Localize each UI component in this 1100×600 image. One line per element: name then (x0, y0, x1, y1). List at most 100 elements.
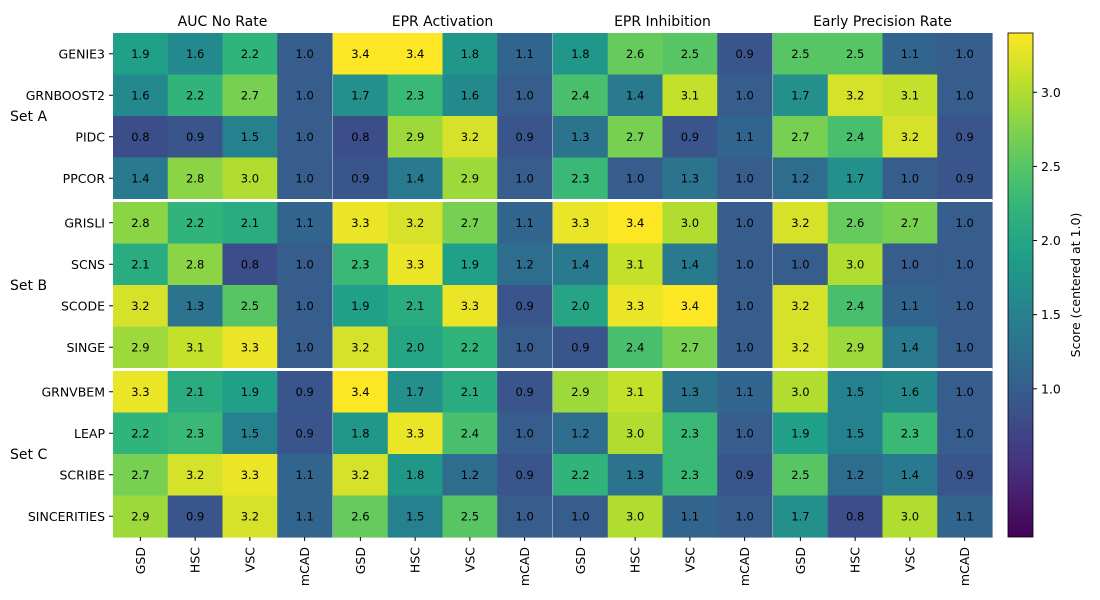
cell-value-label: 1.0 (735, 257, 753, 271)
cell-value-label: 1.2 (461, 468, 479, 482)
cell-value-label: 0.9 (681, 130, 699, 144)
heatmap-cell (882, 33, 938, 76)
heatmap-cell (442, 74, 498, 117)
heatmap-cell (827, 74, 884, 117)
heatmap-cell (167, 202, 224, 245)
heatmap-cell (553, 454, 609, 497)
column-label: mCAD (737, 547, 752, 586)
heatmap-cell (497, 33, 553, 76)
cell-value-label: 2.1 (406, 299, 424, 313)
cell-value-label: 1.5 (406, 509, 424, 523)
heatmap-cell (442, 326, 498, 369)
cell-value-label: 1.8 (351, 426, 369, 440)
heatmap-cell (607, 285, 664, 328)
cell-value-label: 3.1 (186, 340, 204, 354)
cell-value-label: 1.8 (406, 468, 424, 482)
cell-value-label: 2.4 (461, 426, 479, 440)
cell-value-label: 1.8 (461, 47, 479, 61)
heatmap-cell (167, 33, 224, 76)
cell-value-label: 1.7 (406, 385, 424, 399)
heatmap-cell (662, 412, 718, 455)
heatmap-cell (167, 454, 224, 497)
heatmap-cell (773, 74, 829, 117)
heatmap-cell (222, 495, 278, 538)
cell-value-label: 2.3 (351, 257, 369, 271)
heatmap-cell (607, 495, 664, 538)
cell-value-label: 2.1 (241, 216, 259, 230)
cell-value-label: 1.0 (515, 88, 533, 102)
heatmap-cell (497, 371, 553, 414)
heatmap-cell (937, 412, 993, 455)
heatmap-cell (113, 157, 169, 200)
heatmap-cell (277, 33, 333, 76)
cell-value-label: 2.0 (406, 340, 424, 354)
heatmap-cell (333, 371, 389, 414)
heatmap-cell (662, 326, 718, 369)
column-label: mCAD (957, 547, 972, 586)
column-label: mCAD (297, 547, 312, 586)
cell-value-label: 2.7 (131, 468, 149, 482)
cell-value-label: 1.9 (351, 299, 369, 313)
heatmap-cell (277, 326, 333, 369)
cell-value-label: 1.1 (901, 299, 919, 313)
set-label: Set B (10, 278, 47, 294)
heatmap-cell (167, 285, 224, 328)
cell-value-label: 1.3 (626, 468, 644, 482)
heatmap-cell (773, 285, 829, 328)
cell-value-label: 3.4 (406, 47, 424, 61)
cell-value-label: 1.9 (461, 257, 479, 271)
column-label: HSC (848, 547, 863, 573)
cell-value-label: 3.0 (241, 171, 259, 185)
cell-value-label: 1.9 (131, 47, 149, 61)
heatmap-cell (113, 454, 169, 497)
colorbar-label: Score (centered at 1.0) (1068, 213, 1083, 358)
cell-value-label: 1.5 (241, 130, 259, 144)
heatmap-cell (717, 495, 773, 538)
heatmap-cell (113, 202, 169, 245)
cell-value-label: 2.4 (626, 340, 644, 354)
column-label: HSC (408, 547, 423, 573)
set-label: Set C (10, 447, 47, 463)
heatmap-cell (882, 454, 938, 497)
heatmap-cell (333, 285, 389, 328)
heatmap-cell (553, 202, 609, 245)
heatmap-cell (717, 326, 773, 369)
heatmap-cell (387, 116, 444, 159)
panel-title: EPR Activation (392, 14, 494, 30)
heatmap-cell (497, 74, 553, 117)
cell-value-label: 1.1 (515, 47, 533, 61)
heatmap-cell (553, 157, 609, 200)
heatmap-cell (662, 74, 718, 117)
cell-value-label: 0.9 (955, 130, 973, 144)
heatmap-cell (497, 412, 553, 455)
cell-value-label: 2.9 (846, 340, 864, 354)
cell-value-label: 1.3 (571, 130, 589, 144)
cell-value-label: 1.7 (351, 88, 369, 102)
heatmap-cell (553, 326, 609, 369)
heatmap-cell (333, 33, 389, 76)
set-separator (113, 368, 992, 371)
heatmap-cell (827, 495, 884, 538)
cell-value-label: 1.4 (406, 171, 424, 185)
heatmap-cell (333, 412, 389, 455)
heatmap-cell (553, 33, 609, 76)
heatmap-cell (882, 285, 938, 328)
heatmap-cell (827, 371, 884, 414)
heatmap-cell (222, 371, 278, 414)
row-label: SCRIBE (59, 467, 105, 482)
column-label: mCAD (517, 547, 532, 586)
cell-value-label: 1.1 (295, 468, 313, 482)
heatmap-cell (607, 33, 664, 76)
heatmap-cell (222, 454, 278, 497)
cell-value-label: 1.0 (955, 47, 973, 61)
row-label: SINGE (66, 340, 105, 355)
cell-value-label: 3.3 (571, 216, 589, 230)
heatmap-cell (222, 326, 278, 369)
cell-value-label: 2.3 (681, 426, 699, 440)
column-label: HSC (188, 547, 203, 573)
heatmap-cell (113, 326, 169, 369)
cell-value-label: 3.2 (406, 216, 424, 230)
colorbar-tick-label: 3.0 (1041, 85, 1061, 100)
cell-value-label: 1.0 (955, 385, 973, 399)
